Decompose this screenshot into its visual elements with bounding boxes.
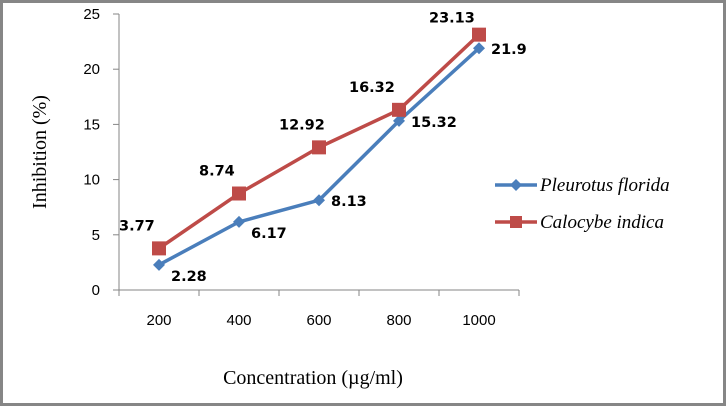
x-tick-label: 1000: [462, 312, 495, 329]
series-layer: [152, 27, 486, 271]
data-label: 23.13: [429, 11, 475, 27]
data-label: 8.74: [199, 164, 235, 180]
legend-diamond-icon: [510, 179, 522, 191]
y-tick-label: 5: [92, 227, 100, 244]
y-tick-label: 15: [83, 116, 100, 133]
y-tick-label: 0: [92, 282, 100, 299]
y-tick-label: 25: [83, 6, 100, 23]
y-axis-title: Inhibition (%): [29, 95, 51, 209]
data-labels: 2.28 6.17 8.13 15.32 21.9 3.77 8.74 12.92 16.32 2…: [119, 11, 527, 285]
legend: Pleurotus florida Calocybe indica: [495, 175, 670, 233]
x-axis-title: Concentration (µg/ml): [223, 367, 403, 389]
data-point-diamond: [393, 114, 405, 127]
data-label: 15.32: [411, 115, 457, 131]
data-point-diamond: [313, 194, 325, 207]
x-tick-label: 400: [226, 312, 251, 329]
legend-label-calocybe-indica: Calocybe indica: [540, 212, 664, 233]
legend-label-pleurotus-florida: Pleurotus florida: [539, 175, 670, 196]
data-point-square: [312, 140, 326, 155]
data-point-diamond: [153, 258, 165, 271]
y-tick-label: 10: [83, 172, 100, 189]
data-label: 21.9: [491, 42, 527, 58]
data-point-square: [472, 27, 486, 42]
data-label: 6.17: [251, 226, 287, 242]
data-label: 3.77: [119, 218, 155, 234]
x-tick-label: 200: [146, 312, 171, 329]
data-label: 16.32: [349, 80, 395, 96]
y-tick-label: 20: [83, 61, 100, 78]
data-point-square: [392, 102, 406, 117]
legend-square-icon: [510, 216, 522, 228]
data-label: 2.28: [171, 269, 207, 285]
data-label: 12.92: [279, 117, 325, 133]
x-tick-label: 800: [386, 312, 411, 329]
legend-item-calocybe-indica: Calocybe indica: [495, 212, 664, 233]
legend-item-pleurotus-florida: Pleurotus florida: [495, 175, 670, 196]
data-point-diamond: [473, 42, 485, 55]
data-point-square: [232, 186, 246, 201]
data-point-diamond: [233, 215, 245, 228]
data-label: 8.13: [331, 194, 367, 210]
axes: 0 5 10 15 20 25 200 400 600 800 1000: [83, 6, 520, 329]
data-point-square: [152, 241, 166, 256]
x-tick-label: 600: [306, 312, 331, 329]
